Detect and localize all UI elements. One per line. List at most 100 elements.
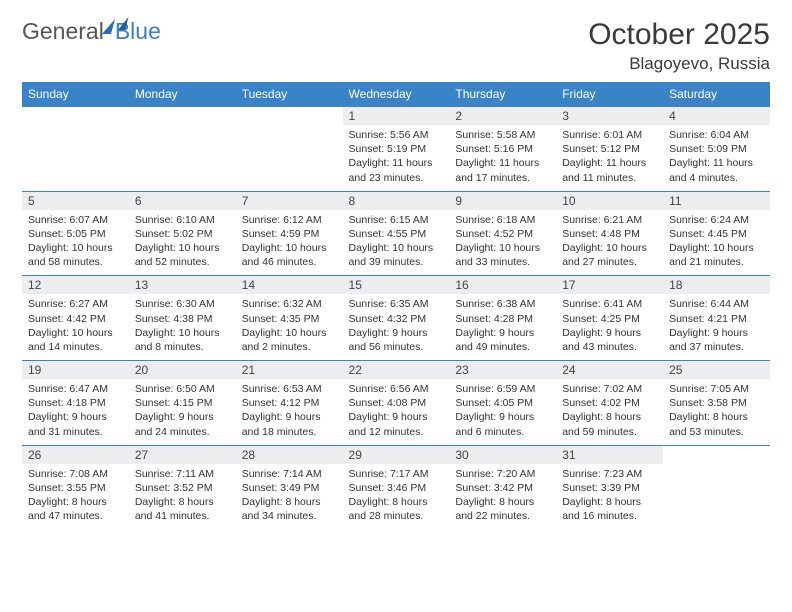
day-number-cell: 15: [343, 276, 450, 295]
day-detail-cell: Sunrise: 6:30 AMSunset: 4:38 PMDaylight:…: [129, 294, 236, 360]
day-number-cell: 7: [236, 191, 343, 210]
sunrise-line: Sunrise: 6:01 AM: [562, 128, 657, 142]
col-tuesday: Tuesday: [236, 82, 343, 107]
day-detail-cell: Sunrise: 6:50 AMSunset: 4:15 PMDaylight:…: [129, 379, 236, 445]
logo-text-general: General: [22, 18, 104, 45]
day-detail-cell: Sunrise: 6:21 AMSunset: 4:48 PMDaylight:…: [556, 210, 663, 276]
sunset-line: Sunset: 3:42 PM: [455, 481, 550, 495]
sunrise-line: Sunrise: 7:11 AM: [135, 467, 230, 481]
sunset-line: Sunset: 5:12 PM: [562, 142, 657, 156]
day-detail-cell: Sunrise: 6:32 AMSunset: 4:35 PMDaylight:…: [236, 294, 343, 360]
sunset-line: Sunset: 5:05 PM: [28, 227, 123, 241]
sunset-line: Sunset: 5:02 PM: [135, 227, 230, 241]
day-number-cell: 3: [556, 107, 663, 126]
day-detail-cell: Sunrise: 7:20 AMSunset: 3:42 PMDaylight:…: [449, 464, 556, 530]
daynum-row: 19202122232425: [22, 361, 770, 380]
day-number-cell: 28: [236, 445, 343, 464]
sunset-line: Sunset: 4:32 PM: [349, 312, 444, 326]
sunrise-line: Sunrise: 7:08 AM: [28, 467, 123, 481]
day-number-cell: 27: [129, 445, 236, 464]
sunset-line: Sunset: 4:25 PM: [562, 312, 657, 326]
day-detail-cell: Sunrise: 5:56 AMSunset: 5:19 PMDaylight:…: [343, 125, 450, 191]
day-detail-cell: [129, 125, 236, 191]
col-sunday: Sunday: [22, 82, 129, 107]
daylight-line: Daylight: 10 hours and 14 minutes.: [28, 326, 123, 354]
sunrise-line: Sunrise: 6:32 AM: [242, 297, 337, 311]
sunset-line: Sunset: 3:55 PM: [28, 481, 123, 495]
sunset-line: Sunset: 4:42 PM: [28, 312, 123, 326]
daynum-row: 1234: [22, 107, 770, 126]
detail-row: Sunrise: 7:08 AMSunset: 3:55 PMDaylight:…: [22, 464, 770, 530]
sunrise-line: Sunrise: 6:12 AM: [242, 213, 337, 227]
day-number-cell: 20: [129, 361, 236, 380]
daylight-line: Daylight: 10 hours and 58 minutes.: [28, 241, 123, 269]
sunset-line: Sunset: 4:52 PM: [455, 227, 550, 241]
detail-row: Sunrise: 6:27 AMSunset: 4:42 PMDaylight:…: [22, 294, 770, 360]
daylight-line: Daylight: 10 hours and 52 minutes.: [135, 241, 230, 269]
sunrise-line: Sunrise: 6:47 AM: [28, 382, 123, 396]
sunrise-line: Sunrise: 6:27 AM: [28, 297, 123, 311]
day-detail-cell: Sunrise: 6:15 AMSunset: 4:55 PMDaylight:…: [343, 210, 450, 276]
logo: General Blue: [22, 18, 161, 45]
detail-row: Sunrise: 5:56 AMSunset: 5:19 PMDaylight:…: [22, 125, 770, 191]
daylight-line: Daylight: 9 hours and 49 minutes.: [455, 326, 550, 354]
sunset-line: Sunset: 4:35 PM: [242, 312, 337, 326]
day-detail-cell: Sunrise: 6:18 AMSunset: 4:52 PMDaylight:…: [449, 210, 556, 276]
sunrise-line: Sunrise: 7:05 AM: [669, 382, 764, 396]
day-detail-cell: Sunrise: 6:27 AMSunset: 4:42 PMDaylight:…: [22, 294, 129, 360]
day-detail-cell: Sunrise: 6:59 AMSunset: 4:05 PMDaylight:…: [449, 379, 556, 445]
day-number-cell: [236, 107, 343, 126]
daylight-line: Daylight: 10 hours and 27 minutes.: [562, 241, 657, 269]
sunset-line: Sunset: 3:49 PM: [242, 481, 337, 495]
day-number-cell: 1: [343, 107, 450, 126]
day-number-cell: 18: [663, 276, 770, 295]
day-detail-cell: Sunrise: 5:58 AMSunset: 5:16 PMDaylight:…: [449, 125, 556, 191]
sunset-line: Sunset: 4:28 PM: [455, 312, 550, 326]
day-number-cell: 23: [449, 361, 556, 380]
day-detail-cell: Sunrise: 6:10 AMSunset: 5:02 PMDaylight:…: [129, 210, 236, 276]
day-number-cell: [22, 107, 129, 126]
daylight-line: Daylight: 10 hours and 21 minutes.: [669, 241, 764, 269]
day-detail-cell: Sunrise: 6:12 AMSunset: 4:59 PMDaylight:…: [236, 210, 343, 276]
sunrise-line: Sunrise: 7:17 AM: [349, 467, 444, 481]
location: Blagoyevo, Russia: [588, 54, 770, 74]
day-number-cell: 4: [663, 107, 770, 126]
day-number-cell: 19: [22, 361, 129, 380]
sunrise-line: Sunrise: 5:58 AM: [455, 128, 550, 142]
day-detail-cell: Sunrise: 6:47 AMSunset: 4:18 PMDaylight:…: [22, 379, 129, 445]
day-number-cell: 13: [129, 276, 236, 295]
day-number-cell: 10: [556, 191, 663, 210]
day-detail-cell: Sunrise: 6:56 AMSunset: 4:08 PMDaylight:…: [343, 379, 450, 445]
daylight-line: Daylight: 11 hours and 11 minutes.: [562, 156, 657, 184]
daynum-row: 567891011: [22, 191, 770, 210]
daylight-line: Daylight: 11 hours and 23 minutes.: [349, 156, 444, 184]
sunrise-line: Sunrise: 6:56 AM: [349, 382, 444, 396]
day-detail-cell: Sunrise: 6:01 AMSunset: 5:12 PMDaylight:…: [556, 125, 663, 191]
daylight-line: Daylight: 8 hours and 28 minutes.: [349, 495, 444, 523]
daylight-line: Daylight: 9 hours and 12 minutes.: [349, 410, 444, 438]
col-saturday: Saturday: [663, 82, 770, 107]
day-detail-cell: [22, 125, 129, 191]
day-detail-cell: Sunrise: 7:05 AMSunset: 3:58 PMDaylight:…: [663, 379, 770, 445]
day-detail-cell: Sunrise: 6:41 AMSunset: 4:25 PMDaylight:…: [556, 294, 663, 360]
day-detail-cell: Sunrise: 6:04 AMSunset: 5:09 PMDaylight:…: [663, 125, 770, 191]
daylight-line: Daylight: 8 hours and 47 minutes.: [28, 495, 123, 523]
col-thursday: Thursday: [449, 82, 556, 107]
weekday-header-row: Sunday Monday Tuesday Wednesday Thursday…: [22, 82, 770, 107]
sunset-line: Sunset: 4:18 PM: [28, 396, 123, 410]
day-number-cell: 2: [449, 107, 556, 126]
sunset-line: Sunset: 3:46 PM: [349, 481, 444, 495]
col-friday: Friday: [556, 82, 663, 107]
header: General Blue October 2025 Blagoyevo, Rus…: [22, 18, 770, 74]
sunset-line: Sunset: 3:58 PM: [669, 396, 764, 410]
day-detail-cell: Sunrise: 7:02 AMSunset: 4:02 PMDaylight:…: [556, 379, 663, 445]
col-wednesday: Wednesday: [343, 82, 450, 107]
sunset-line: Sunset: 4:08 PM: [349, 396, 444, 410]
day-detail-cell: Sunrise: 6:38 AMSunset: 4:28 PMDaylight:…: [449, 294, 556, 360]
day-number-cell: 9: [449, 191, 556, 210]
day-detail-cell: Sunrise: 6:07 AMSunset: 5:05 PMDaylight:…: [22, 210, 129, 276]
sunset-line: Sunset: 5:09 PM: [669, 142, 764, 156]
day-number-cell: 17: [556, 276, 663, 295]
daynum-row: 262728293031: [22, 445, 770, 464]
day-detail-cell: Sunrise: 6:44 AMSunset: 4:21 PMDaylight:…: [663, 294, 770, 360]
